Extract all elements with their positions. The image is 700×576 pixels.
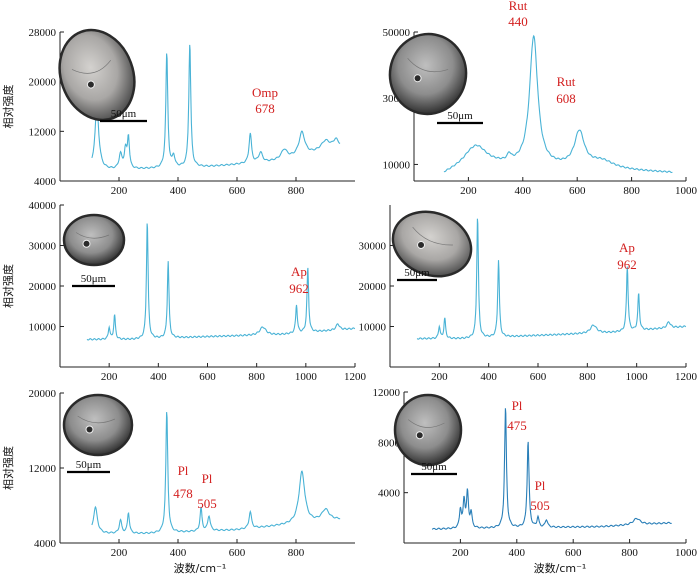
- spectrum-line-e: [91, 412, 341, 535]
- y-tick-label: 20000: [29, 281, 57, 293]
- peak-label-position: 962: [289, 281, 309, 296]
- x-tick-label: 200: [431, 371, 448, 383]
- spectrum-line-c: [86, 223, 356, 341]
- x-tick-label: 800: [579, 371, 596, 383]
- x-tick-label: 400: [480, 371, 497, 383]
- x-tick-label: 800: [288, 185, 305, 197]
- peak-label-position: 678: [255, 101, 275, 116]
- x-tick-label: 400: [150, 371, 167, 383]
- x-tick-label: 800: [623, 185, 640, 197]
- x-tick-label: 600: [199, 371, 216, 383]
- y-axis-label: 相对强度: [1, 264, 15, 308]
- x-tick-label: 400: [170, 185, 187, 197]
- grain-image-b: [388, 32, 468, 116]
- y-tick-label: 12000: [29, 463, 57, 475]
- peak-label-name: Omp: [252, 85, 278, 100]
- scale-bar-label: 50μm: [404, 267, 430, 279]
- x-tick-label: 200: [111, 547, 128, 559]
- peak-label-position: 475: [507, 418, 527, 433]
- y-tick-label: 50000: [383, 27, 411, 39]
- peak-label-name: Rut: [509, 0, 528, 13]
- chart-panel-c: 10000 20000 30000 40000 200 400 600 800 1000 1200…: [1, 200, 367, 383]
- y-tick-label: 4000: [34, 176, 57, 188]
- x-tick-label: 200: [452, 547, 469, 559]
- panels: 4000 12000 20000 28000 200 400 600 800 相对强度 50μm O…: [1, 0, 698, 559]
- x-tick-label: 200: [460, 185, 477, 197]
- grain-image-e: [62, 393, 134, 457]
- y-tick-label: 10000: [29, 322, 57, 334]
- spectrum-line-d: [416, 218, 687, 340]
- grain-image-d: [391, 210, 473, 278]
- y-tick-label: 30000: [359, 241, 387, 253]
- x-tick-label: 400: [509, 547, 526, 559]
- x-tick-label: 600: [569, 185, 586, 197]
- y-tick-label: 12000: [373, 387, 401, 399]
- grain-image-c: [62, 213, 126, 267]
- x-tick-label: 1000: [295, 371, 318, 383]
- peak-label-name: Pl: [202, 471, 213, 486]
- peak-label-position: 608: [556, 91, 576, 106]
- x-tick-label: 1200: [675, 371, 698, 383]
- x-tick-label: 600: [229, 547, 246, 559]
- x-tick-label: 800: [288, 547, 305, 559]
- x-tick-label: 400: [170, 547, 187, 559]
- chart-panel-e: 4000 12000 20000 200 400 600 800 相对强度 50μm Pl 478 P…: [1, 388, 355, 559]
- chart-panel-f: 4000 8000 12000 200 400 600 800 1000 50μm Pl 475 Pl…: [373, 387, 698, 559]
- scale-bar-label: 50μm: [421, 461, 447, 473]
- x-tick-label: 1000: [675, 547, 698, 559]
- peak-label-name: Pl: [512, 398, 523, 413]
- x-axis-label-left: 波数/cm⁻¹: [174, 562, 227, 575]
- scale-bar-label: 50μm: [76, 459, 102, 471]
- peak-label-name: Pl: [535, 478, 546, 493]
- y-tick-label: 40000: [29, 200, 57, 212]
- y-tick-label: 28000: [29, 27, 57, 39]
- peak-label-position: 505: [530, 498, 550, 513]
- y-tick-label: 30000: [29, 241, 57, 253]
- peak-label-position: 505: [197, 496, 217, 511]
- peak-label-position: 478: [173, 486, 193, 501]
- x-tick-label: 600: [530, 371, 547, 383]
- y-tick-label: 4000: [378, 488, 401, 500]
- x-tick-label: 600: [229, 185, 246, 197]
- y-tick-label: 10000: [383, 159, 411, 171]
- scale-bar-label: 50μm: [81, 273, 107, 285]
- x-tick-label: 400: [515, 185, 532, 197]
- x-tick-label: 1200: [344, 371, 367, 383]
- x-tick-label: 200: [101, 371, 118, 383]
- spectrum-line-a: [91, 44, 341, 170]
- y-tick-label: 20000: [359, 281, 387, 293]
- y-tick-label: 8000: [378, 437, 401, 449]
- x-tick-label: 800: [248, 371, 265, 383]
- y-tick-label: 20000: [29, 77, 57, 89]
- x-tick-label: 1000: [626, 371, 649, 383]
- scale-bar-label: 50μm: [447, 110, 473, 122]
- spectrum-line-f: [431, 408, 672, 531]
- y-tick-label: 4000: [34, 538, 57, 550]
- peak-label-position: 962: [617, 257, 637, 272]
- y-tick-label: 20000: [29, 388, 57, 400]
- y-tick-label: 10000: [359, 322, 387, 334]
- grain-image-a: [58, 28, 136, 122]
- peak-label-name: Ap: [291, 264, 307, 279]
- peak-label-name: Ap: [619, 240, 635, 255]
- scale-bar-label: 50μm: [111, 108, 137, 120]
- x-tick-label: 600: [565, 547, 582, 559]
- peak-label-name: Pl: [178, 463, 189, 478]
- y-axis-label: 相对强度: [1, 446, 15, 490]
- grain-image-f: [393, 393, 463, 467]
- spectrum-line-b: [443, 34, 673, 174]
- x-tick-label: 200: [111, 185, 128, 197]
- x-tick-label: 1000: [675, 185, 698, 197]
- chart-panel-d: 10000 20000 30000 200 400 600 800 1000 1200 50μm A…: [359, 205, 698, 383]
- y-tick-label: 12000: [29, 126, 57, 138]
- peak-label-position: 440: [508, 14, 528, 29]
- chart-panel-a: 4000 12000 20000 28000 200 400 600 800 相对强度 50μm O…: [1, 27, 355, 197]
- peak-label-name: Rut: [557, 74, 576, 89]
- x-axis-label-right: 波数/cm⁻¹: [534, 562, 587, 575]
- x-tick-label: 800: [621, 547, 638, 559]
- y-axis-label: 相对强度: [1, 85, 15, 129]
